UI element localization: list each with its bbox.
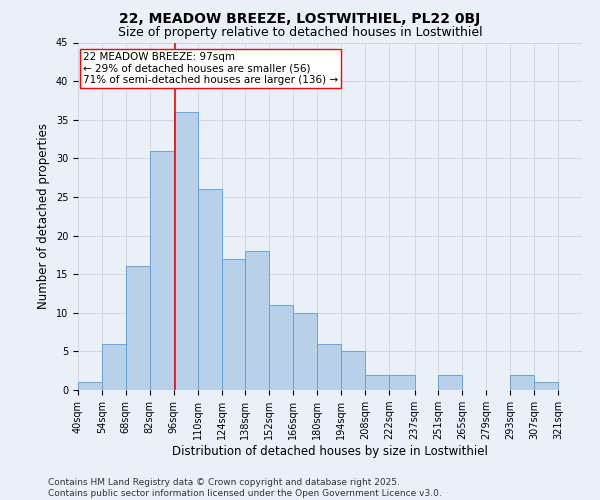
Text: Contains HM Land Registry data © Crown copyright and database right 2025.
Contai: Contains HM Land Registry data © Crown c… [48,478,442,498]
Text: 22, MEADOW BREEZE, LOSTWITHIEL, PL22 0BJ: 22, MEADOW BREEZE, LOSTWITHIEL, PL22 0BJ [119,12,481,26]
Y-axis label: Number of detached properties: Number of detached properties [37,123,50,309]
Bar [341,352,365,390]
Bar [221,258,245,390]
Bar [102,344,126,390]
Bar [150,150,173,390]
X-axis label: Distribution of detached houses by size in Lostwithiel: Distribution of detached houses by size … [172,445,488,458]
Bar [293,313,317,390]
Bar [197,189,221,390]
Bar [389,374,415,390]
Bar [245,251,269,390]
Bar [365,374,389,390]
Bar [173,112,197,390]
Bar [78,382,102,390]
Bar [317,344,341,390]
Bar [510,374,534,390]
Bar [269,305,293,390]
Text: 22 MEADOW BREEZE: 97sqm
← 29% of detached houses are smaller (56)
71% of semi-de: 22 MEADOW BREEZE: 97sqm ← 29% of detache… [83,52,338,85]
Text: Size of property relative to detached houses in Lostwithiel: Size of property relative to detached ho… [118,26,482,39]
Bar [126,266,150,390]
Bar [439,374,463,390]
Bar [534,382,558,390]
